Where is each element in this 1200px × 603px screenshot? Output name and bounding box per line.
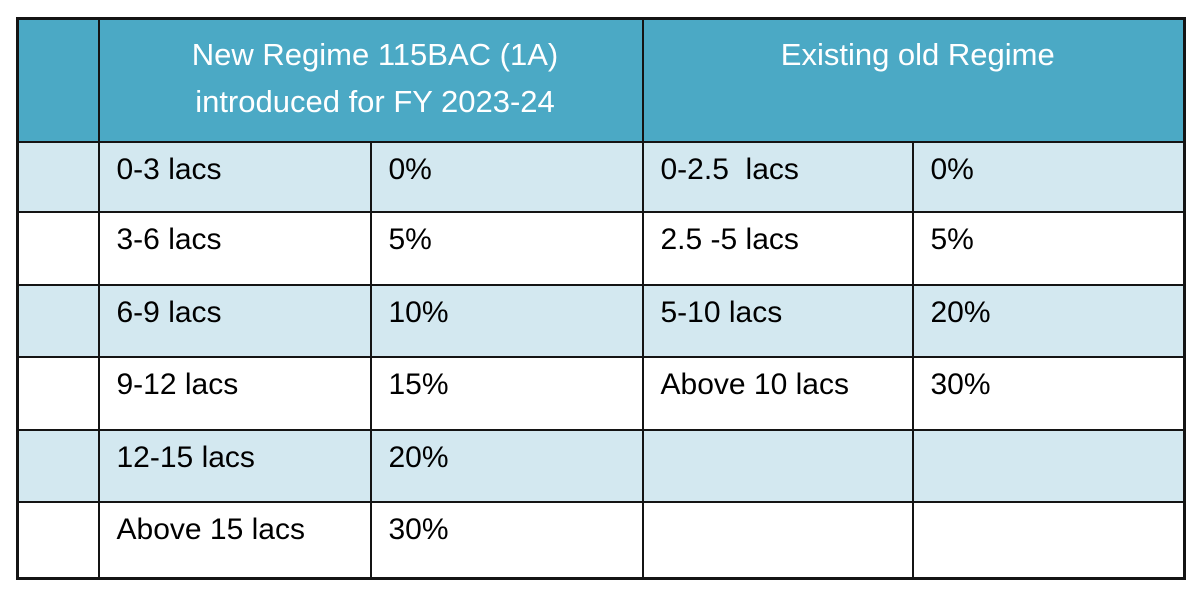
header-old-regime: Existing old Regime	[641, 17, 1186, 143]
old-regime-slab-cell: Above 10 lacs	[641, 355, 914, 431]
old-regime-slab-cell	[641, 428, 914, 503]
table-row: 9-12 lacs 15% Above 10 lacs 30%	[16, 355, 1186, 431]
new-regime-rate-cell: 30%	[369, 500, 644, 580]
new-regime-slab-cell: Above 15 lacs	[97, 500, 372, 580]
table-body: 0-3 lacs 0% 0-2.5 lacs 0% 3-6 lacs 5% 2.5 -5 l…	[16, 140, 1186, 580]
tax-comparison-table: New Regime 115BAC (1A) introduced for FY …	[16, 17, 1186, 580]
new-regime-slab-cell: 6-9 lacs	[97, 283, 372, 358]
new-regime-rate-cell: 5%	[369, 210, 644, 286]
old-regime-slab-cell: 5-10 lacs	[641, 283, 914, 358]
new-regime-slab-cell: 0-3 lacs	[97, 140, 372, 213]
header-corner-cell	[16, 17, 100, 143]
row-spacer-cell	[16, 428, 100, 503]
old-regime-slab-cell: 2.5 -5 lacs	[641, 210, 914, 286]
header-new-regime-line1: New Regime 115BAC (1A)	[191, 37, 559, 72]
table-header-row: New Regime 115BAC (1A) introduced for FY …	[16, 17, 1186, 143]
old-regime-rate-cell	[911, 428, 1186, 503]
header-new-regime-line2: introduced for FY 2023-24	[195, 83, 555, 119]
old-regime-slab-cell	[641, 500, 914, 580]
row-spacer-cell	[16, 500, 100, 580]
row-spacer-cell	[16, 283, 100, 358]
new-regime-rate-cell: 0%	[369, 140, 644, 213]
table-row: 12-15 lacs 20%	[16, 428, 1186, 503]
new-regime-slab-cell: 9-12 lacs	[97, 355, 372, 431]
table-row: 6-9 lacs 10% 5-10 lacs 20%	[16, 283, 1186, 358]
old-regime-rate-cell: 20%	[911, 283, 1186, 358]
old-regime-rate-cell: 5%	[911, 210, 1186, 286]
row-spacer-cell	[16, 140, 100, 213]
new-regime-rate-cell: 20%	[369, 428, 644, 503]
new-regime-slab-cell: 3-6 lacs	[97, 210, 372, 286]
old-regime-rate-cell: 30%	[911, 355, 1186, 431]
old-regime-rate-cell	[911, 500, 1186, 580]
table-row: Above 15 lacs 30%	[16, 500, 1186, 580]
table-row: 3-6 lacs 5% 2.5 -5 lacs 5%	[16, 210, 1186, 286]
row-spacer-cell	[16, 355, 100, 431]
old-regime-slab-cell: 0-2.5 lacs	[641, 140, 914, 213]
new-regime-rate-cell: 15%	[369, 355, 644, 431]
old-regime-rate-cell: 0%	[911, 140, 1186, 213]
new-regime-rate-cell: 10%	[369, 283, 644, 358]
new-regime-slab-cell: 12-15 lacs	[97, 428, 372, 503]
header-new-regime: New Regime 115BAC (1A) introduced for FY …	[97, 17, 644, 143]
row-spacer-cell	[16, 210, 100, 286]
table-row: 0-3 lacs 0% 0-2.5 lacs 0%	[16, 140, 1186, 213]
